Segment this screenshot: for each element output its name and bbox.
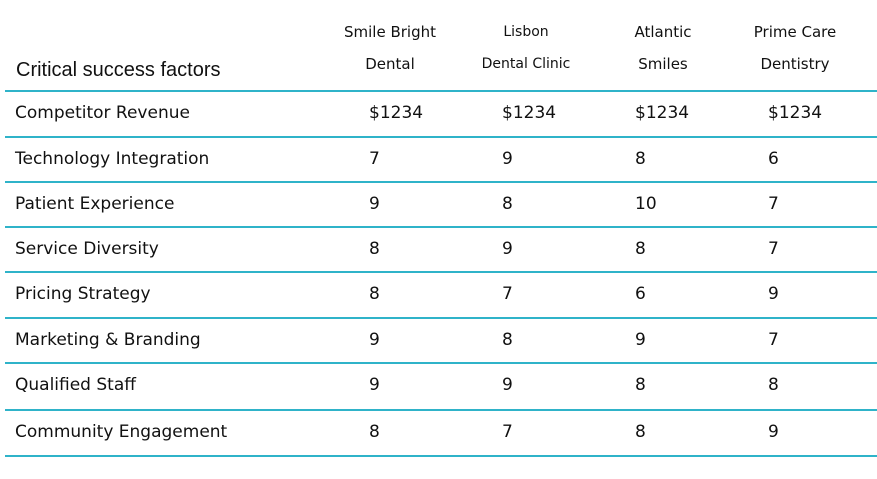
column-header-smile-bright-dental: Smile Bright Dental — [315, 16, 465, 80]
column-header-line: Smiles — [638, 55, 688, 73]
cell-value: 9 — [502, 149, 513, 169]
column-header-line: Prime Care — [753, 23, 837, 41]
row-divider — [5, 226, 877, 228]
cell-value: $1234 — [768, 103, 823, 123]
cell-value: 6 — [635, 284, 646, 304]
table-row: Service Diversity 8 9 8 7 — [0, 227, 877, 272]
cell-value: 9 — [635, 330, 646, 350]
cell-value: $1234 — [502, 103, 557, 123]
row-divider — [5, 455, 877, 457]
cell-value: 9 — [768, 422, 779, 442]
cell-value: 7 — [768, 239, 779, 259]
cell-value: 8 — [369, 422, 380, 442]
table-row: Competitor Revenue $1234 $1234 $1234 $12… — [0, 91, 877, 136]
table-row: Community Engagement 8 7 8 9 — [0, 410, 877, 455]
row-divider — [5, 181, 877, 183]
table-row: Pricing Strategy 8 7 6 9 — [0, 272, 877, 317]
column-header-line: Dental Clinic — [481, 56, 571, 72]
cell-value: 7 — [502, 284, 513, 304]
cell-value: 10 — [635, 194, 657, 214]
cell-value: 9 — [768, 284, 779, 304]
cell-value: 8 — [635, 149, 646, 169]
cell-value: 7 — [369, 149, 380, 169]
row-divider — [5, 317, 877, 319]
cell-value: 9 — [369, 194, 380, 214]
row-label: Technology Integration — [15, 149, 210, 169]
cell-value: 9 — [502, 375, 513, 395]
row-divider — [5, 362, 877, 364]
row-label: Competitor Revenue — [15, 103, 190, 123]
row-divider — [5, 90, 877, 92]
row-divider — [5, 136, 877, 138]
column-header-line: Dental — [365, 55, 415, 73]
column-header-line: Dentistry — [760, 55, 830, 73]
row-label: Marketing & Branding — [15, 330, 201, 350]
row-divider — [5, 271, 877, 273]
cell-value: 9 — [369, 375, 380, 395]
row-label: Patient Experience — [15, 194, 175, 214]
column-header-line: Smile Bright — [344, 23, 436, 41]
cell-value: 8 — [635, 422, 646, 442]
cell-value: 9 — [502, 239, 513, 259]
cell-value: 8 — [635, 375, 646, 395]
table-row: Technology Integration 7 9 8 6 — [0, 137, 877, 182]
cell-value: 8 — [502, 330, 513, 350]
column-header-line: Atlantic — [634, 23, 692, 41]
row-label: Qualified Staff — [15, 375, 136, 395]
row-label: Service Diversity — [15, 239, 159, 259]
column-header-atlantic-smiles: Atlantic Smiles — [588, 16, 738, 80]
cell-value: 8 — [768, 375, 779, 395]
cell-value: 7 — [502, 422, 513, 442]
table-row: Patient Experience 9 8 10 7 — [0, 182, 877, 227]
column-header-prime-care-dentistry: Prime Care Dentistry — [720, 16, 870, 80]
table-row: Marketing & Branding 9 8 9 7 — [0, 318, 877, 363]
column-header-lisbon-dental-clinic: Lisbon Dental Clinic — [451, 16, 601, 80]
cell-value: $1234 — [635, 103, 690, 123]
cell-value: 8 — [502, 194, 513, 214]
cell-value: 7 — [768, 194, 779, 214]
table-row: Qualified Staff 9 9 8 8 — [0, 363, 877, 408]
row-divider — [5, 409, 877, 411]
cell-value: 8 — [369, 284, 380, 304]
column-header-line: Lisbon — [503, 24, 549, 40]
cell-value: 7 — [768, 330, 779, 350]
cell-value: 8 — [635, 239, 646, 259]
table-title: Critical success factors — [16, 59, 221, 81]
row-label: Community Engagement — [15, 422, 228, 442]
cell-value: 8 — [369, 239, 380, 259]
row-label: Pricing Strategy — [15, 284, 151, 304]
cell-value: 6 — [768, 149, 779, 169]
cell-value: 9 — [369, 330, 380, 350]
cell-value: $1234 — [369, 103, 424, 123]
